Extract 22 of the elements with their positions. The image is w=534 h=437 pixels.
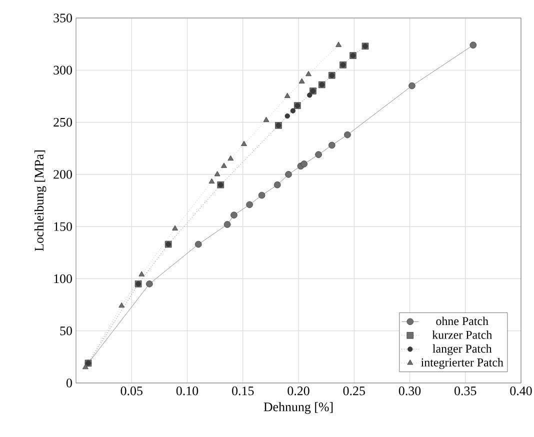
y-axis-title: Lochleibung [MPa]: [34, 150, 46, 252]
x-tick-label: 0.05: [120, 386, 142, 396]
y-tick-label: 50: [60, 326, 72, 336]
legend-label: kurzer Patch: [432, 330, 492, 339]
y-tick-label: 200: [54, 170, 72, 179]
y-tick-label: 300: [54, 66, 72, 74]
y-tick-label: 0: [66, 378, 72, 388]
x-tick-label: 0.20: [288, 386, 310, 396]
y-tick-label: 250: [54, 118, 72, 127]
x-tick-label: 0.35: [454, 386, 476, 396]
legend-label: integrierter Patch: [421, 358, 504, 369]
legend-label: langer Patch: [432, 344, 492, 356]
x-tick-label: 0.10: [176, 386, 198, 396]
x-tick-label: 0.25: [343, 386, 365, 396]
x-tick-label: 0.15: [232, 386, 254, 396]
y-tick-label: 350: [54, 14, 72, 22]
x-tick-label: 0.30: [398, 386, 421, 396]
y-tick-label: 100: [54, 274, 72, 284]
x-tick-label: 0.40: [510, 386, 532, 396]
y-tick-label: 150: [54, 222, 72, 231]
x-axis-title: Dehnung [%]: [264, 402, 333, 414]
legend-label: ohne Patch: [436, 316, 488, 326]
